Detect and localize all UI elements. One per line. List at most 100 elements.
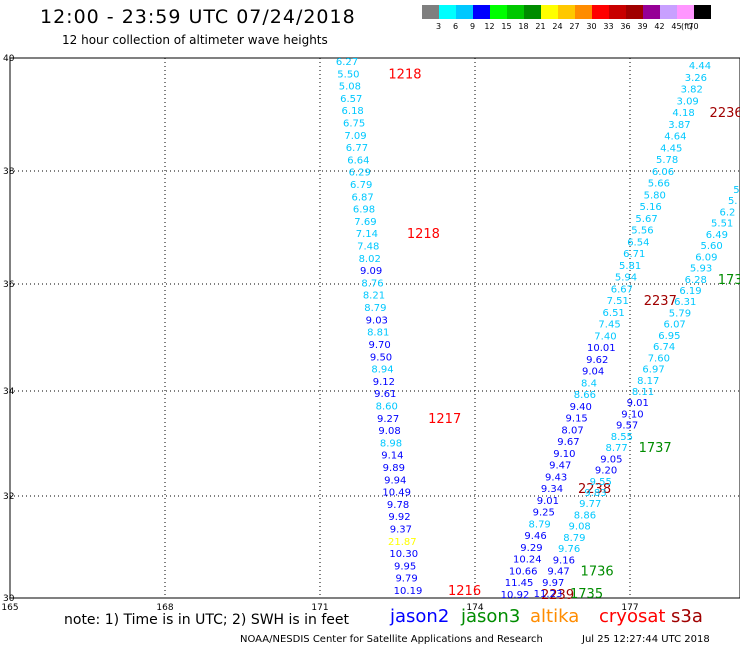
track-b-wave-height: 9.29 [520, 543, 542, 554]
track-b-wave-height: 6.67 [611, 284, 633, 295]
track-a-wave-height: 9.37 [390, 524, 412, 535]
track-c-wave-height: 9.01 [627, 398, 649, 409]
latitude-tick-label: 34 [3, 387, 15, 397]
track-b-wave-height: 9.47 [549, 461, 571, 472]
track-a-wave-height: 21.87 [388, 537, 417, 548]
track-b-wave-height: 10.66 [509, 566, 538, 577]
scale-label: 36 [620, 22, 631, 31]
scale-label: 21 [535, 22, 546, 31]
track-b-time-label: 2239 [541, 588, 574, 603]
track-c-wave-height: 8.86 [574, 510, 596, 521]
track-a-wave-height: 9.92 [388, 512, 410, 523]
longitude-tick-label: 168 [156, 603, 173, 613]
track-b-wave-height: 4.45 [660, 143, 682, 154]
track-b-wave-height: 9.04 [582, 367, 604, 378]
track-c-wave-height: 9.20 [595, 466, 617, 477]
track-a-wave-height: 8.79 [364, 303, 386, 314]
track-b-wave-height: 5.16 [640, 202, 662, 213]
track-c-wave-height: 6.97 [642, 365, 664, 376]
track-b-wave-height: 5.78 [656, 155, 678, 166]
track-a-wave-height: 9.79 [395, 574, 417, 585]
track-b-wave-height: 10.01 [587, 343, 616, 354]
track-c-wave-height: 5.60 [700, 241, 722, 252]
latitude-tick-label: 30 [3, 594, 15, 604]
scale-swatch [643, 5, 660, 19]
track-a-wave-height: 6.27 [336, 57, 358, 68]
track-c-time-label: 1737 [639, 441, 672, 456]
track-a-wave-height: 9.50 [370, 352, 392, 363]
scale-swatch [677, 5, 694, 19]
scale-swatch [660, 5, 677, 19]
track-c-wave-height: 6.09 [695, 252, 717, 263]
track-a-time-label: 1218 [388, 67, 421, 82]
scale-label: 12 [484, 22, 495, 31]
track-c-wave-height: 9.77 [579, 499, 601, 510]
track-a-wave-height: 6.79 [350, 180, 372, 191]
track-b-wave-height: 9.43 [545, 472, 567, 483]
track-a-wave-height: 8.76 [361, 278, 383, 289]
track-c-wave-height: 5.79 [669, 308, 691, 319]
track-c-wave-height: 5.93 [690, 264, 712, 275]
track-a-wave-height: 6.57 [340, 94, 362, 105]
scale-swatch [609, 5, 626, 19]
track-c-wave-height: 9.57 [616, 421, 638, 432]
track-a-wave-height: 8.21 [363, 291, 385, 302]
scale-label: 33 [603, 22, 614, 31]
track-b-wave-height: 7.40 [594, 331, 616, 342]
track-b-wave-height: 7.51 [607, 296, 629, 307]
track-a-wave-height: 7.09 [344, 131, 366, 142]
track-c-wave-height: 8.77 [605, 443, 627, 454]
track-c-time-label: 1735 [570, 587, 603, 602]
track-a-wave-height: 9.78 [387, 500, 409, 511]
scale-label: 18 [518, 22, 529, 31]
track-c-wave-height: 6.2 [719, 207, 735, 218]
track-b-wave-height: 5.67 [635, 214, 657, 225]
scale-swatch [592, 5, 609, 19]
scale-label: 27 [569, 22, 580, 31]
track-b-wave-height: 9.46 [524, 531, 546, 542]
longitude-tick-label: 171 [311, 603, 328, 613]
track-c-time-label: 173 [718, 273, 740, 288]
scale-swatch [524, 5, 541, 19]
satellite-cryosat: cryosat [599, 606, 666, 627]
scale-label: 42 [654, 22, 665, 31]
scale-label: 39 [637, 22, 648, 31]
track-b-time-label: 2237 [644, 294, 677, 309]
track-a-wave-height: 9.14 [381, 451, 403, 462]
track-c-wave-height: 11.23 [534, 589, 563, 600]
track-b-wave-height: 4.44 [689, 61, 711, 72]
scale-label: 30 [586, 22, 597, 31]
track-c-wave-height: 5. [733, 185, 740, 196]
credit-footer: NOAA/NESDIS Center for Satellite Applica… [240, 634, 543, 645]
track-b-wave-height: 11.45 [505, 578, 534, 589]
scale-swatch [507, 5, 524, 19]
track-a-wave-height: 6.64 [347, 155, 369, 166]
track-c-wave-height: 8.11 [632, 387, 654, 398]
track-c-wave-height: 6.31 [674, 297, 696, 308]
satellite-jason3: jason3 [461, 606, 521, 627]
track-b-time-label: 2238 [578, 482, 611, 497]
track-b-wave-height: 8.07 [561, 425, 583, 436]
track-a-wave-height: 6.98 [353, 205, 375, 216]
track-b-wave-height: 5.56 [631, 226, 653, 237]
track-c-wave-height: 6.07 [664, 320, 686, 331]
track-b-wave-height: 8.4 [581, 378, 597, 389]
track-b-time-label: 2236 [710, 106, 740, 121]
scale-swatch [439, 5, 456, 19]
track-c-wave-height: 9.16 [553, 555, 575, 566]
track-c-wave-height: 8.79 [563, 533, 585, 544]
longitude-tick-label: 177 [621, 603, 638, 613]
scale-label: 24 [552, 22, 563, 31]
track-a-wave-height: 9.08 [378, 426, 400, 437]
scale-swatch [490, 5, 507, 19]
scale-swatch [575, 5, 592, 19]
track-c-wave-height: 6.74 [653, 342, 675, 353]
scale-label: 9 [469, 22, 476, 31]
timestamp-footer: Jul 25 12:27:44 UTC 2018 [582, 634, 710, 645]
track-b-wave-height: 5.94 [615, 273, 637, 284]
latitude-tick-label: 40 [3, 54, 15, 64]
track-b-wave-height: 6.54 [627, 237, 649, 248]
scale-swatch [558, 5, 575, 19]
track-a-wave-height: 6.18 [342, 106, 364, 117]
